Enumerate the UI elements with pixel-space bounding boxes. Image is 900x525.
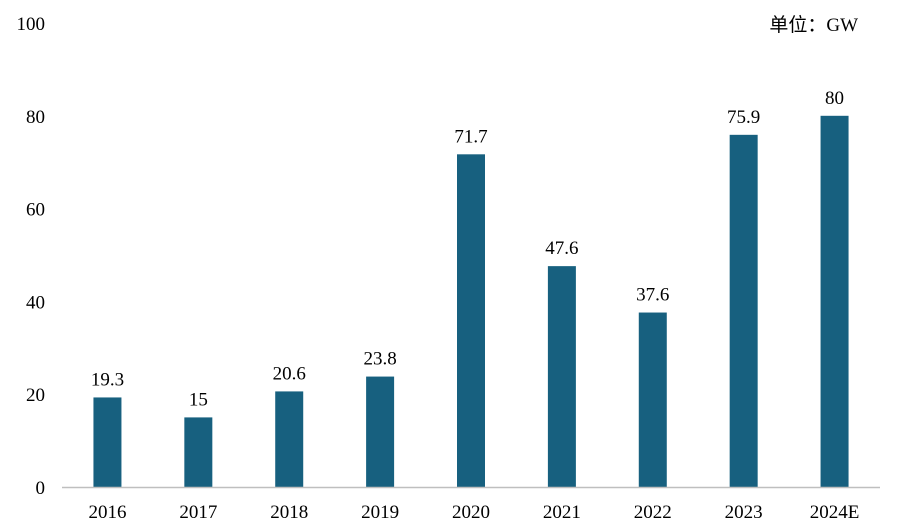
value-label-2020: 71.7 [454, 126, 487, 147]
bar-2018 [275, 391, 304, 487]
unit-label: 单位：GW [769, 15, 858, 36]
value-label-2016: 19.3 [91, 369, 124, 390]
y-axis-ticks: 0 20 40 60 80 100 [17, 14, 46, 499]
x-tick-label-2018: 2018 [270, 502, 308, 523]
x-tick-label-2021: 2021 [543, 502, 581, 523]
value-label-2019: 23.8 [363, 349, 396, 370]
bar-2017 [184, 417, 213, 487]
bar-2020 [457, 154, 485, 487]
value-label-2023: 75.9 [727, 107, 760, 128]
x-tick-label-2020: 2020 [452, 502, 490, 523]
y-tick-label: 40 [26, 292, 45, 313]
bar-2019 [366, 376, 395, 487]
bar-2016 [93, 397, 122, 487]
y-tick-label: 80 [26, 107, 45, 128]
y-tick-label: 0 [36, 478, 46, 499]
value-label-2022: 37.6 [636, 285, 669, 306]
bars-group [93, 115, 849, 488]
x-tick-label-2024E: 2024E [810, 502, 860, 523]
value-labels-group: 19.3 15 20.6 23.8 71.7 47.6 37.6 75.9 80 [91, 88, 844, 411]
x-tick-label-2016: 2016 [88, 502, 126, 523]
y-tick-label: 20 [26, 385, 45, 406]
bar-2024E [820, 115, 849, 488]
x-tick-label-2023: 2023 [725, 502, 763, 523]
bar-2022 [638, 312, 667, 487]
value-label-2018: 20.6 [273, 363, 306, 384]
y-tick-label: 60 [26, 200, 45, 221]
x-tick-label-2019: 2019 [361, 502, 399, 523]
bar-2023 [729, 134, 758, 487]
y-tick-label: 100 [17, 14, 46, 35]
x-tick-label-2022: 2022 [634, 502, 672, 523]
bar-2021 [547, 266, 576, 487]
value-label-2017: 15 [189, 389, 208, 410]
value-label-2024E: 80 [825, 88, 844, 109]
x-axis-ticks: 2016 2017 2018 2019 2020 2021 2022 2023 2024E [88, 502, 859, 523]
value-label-2021: 47.6 [545, 238, 578, 259]
x-tick-label-2017: 2017 [179, 502, 217, 523]
